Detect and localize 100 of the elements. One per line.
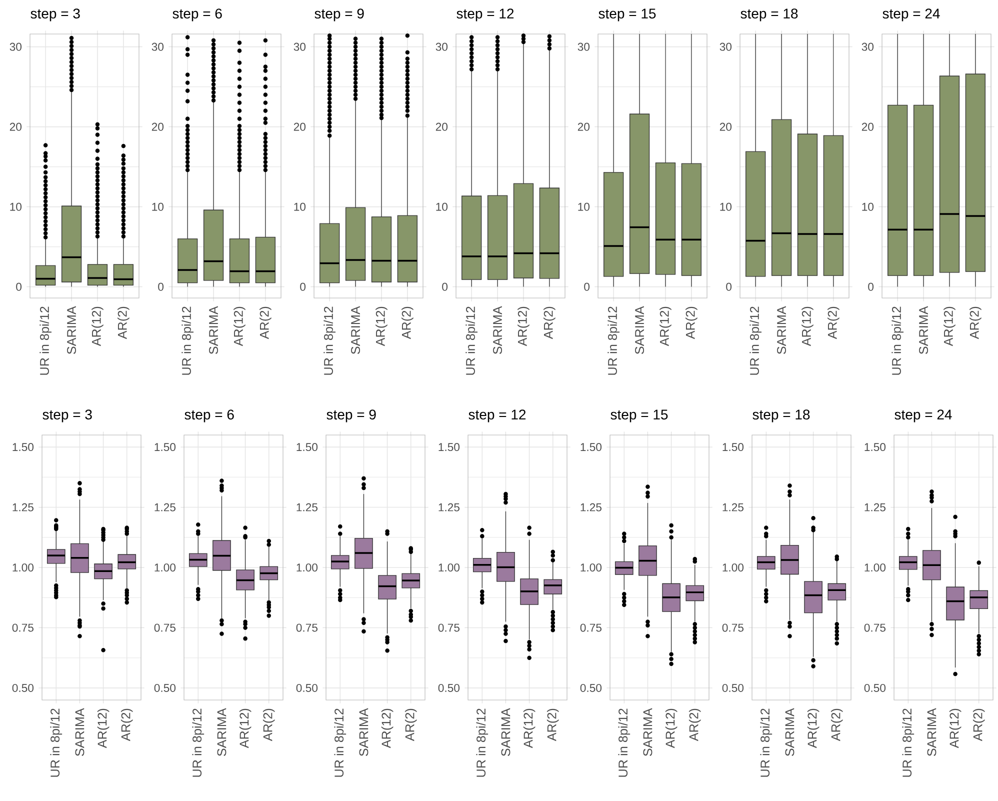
y-tick-label: 30 [436, 42, 448, 51]
chart-title: step = 15 [610, 410, 668, 422]
chart-title: step = 12 [456, 8, 514, 22]
y-tick-label: 1.00 [580, 564, 602, 572]
x-tick-label: SARIMA [67, 306, 76, 354]
y-tick-label: 0 [726, 282, 732, 291]
chart-title: step = 24 [882, 8, 940, 22]
y-tick-label: 20 [10, 122, 22, 131]
y-tick-label: 1.00 [12, 564, 34, 572]
x-tick-label: UR in 8pi/12 [40, 306, 52, 375]
y-tick-label: 0 [158, 282, 164, 291]
y-tick-label: 0.75 [722, 624, 744, 632]
y-tick-label: 1.25 [154, 503, 176, 512]
y-tick-label: 0 [16, 282, 22, 291]
y-tick-label: 20 [294, 122, 306, 131]
x-tick-label: AR(2) [546, 708, 559, 742]
y-tick-label: 0 [584, 282, 590, 291]
y-tick-label: 0.75 [864, 624, 886, 632]
y-tick-label: 10 [720, 202, 732, 211]
chart-title: step = 9 [314, 8, 364, 22]
y-tick-label: 30 [720, 42, 732, 51]
chart-title: step = 9 [326, 410, 376, 422]
x-tick-label: AR(2) [688, 708, 701, 742]
y-tick-label: 10 [862, 202, 874, 211]
y-tick-label: 1.50 [864, 443, 886, 452]
x-tick-label: AR(12) [665, 708, 678, 748]
x-tick-label: AR(12) [239, 708, 252, 748]
y-tick-label: 0.50 [580, 684, 602, 692]
y-tick-label: 0.50 [296, 684, 318, 692]
y-tick-label: 1.50 [12, 443, 34, 452]
x-tick-label: UR in 8pi/12 [902, 708, 914, 777]
y-tick-label: 1.25 [12, 503, 34, 512]
x-tick-label: SARIMA [351, 306, 360, 354]
x-tick-label: UR in 8pi/12 [892, 306, 904, 375]
y-tick-label: 1.25 [864, 503, 886, 512]
y-tick-label: 0.75 [296, 624, 318, 632]
x-tick-label: SARIMA [501, 708, 510, 756]
y-tick-label: 30 [578, 42, 590, 51]
x-tick-label: AR(2) [972, 708, 985, 742]
x-tick-label: SARIMA [777, 306, 786, 354]
x-tick-label: AR(2) [404, 708, 417, 742]
y-tick-label: 1.00 [864, 564, 886, 572]
y-tick-label: 1.50 [296, 443, 318, 452]
y-tick-label: 0.75 [580, 624, 602, 632]
y-tick-label: 20 [578, 122, 590, 131]
x-tick-label: AR(12) [97, 708, 110, 748]
x-tick-label: UR in 8pi/12 [608, 306, 620, 375]
y-tick-label: 20 [862, 122, 874, 131]
x-tick-label: AR(12) [523, 708, 536, 748]
x-tick-label: SARIMA [919, 306, 928, 354]
chart-title: step = 18 [740, 8, 798, 22]
x-tick-label: AR(12) [518, 306, 530, 346]
x-tick-label: AR(2) [686, 306, 698, 340]
x-tick-label: UR in 8pi/12 [192, 708, 204, 777]
x-tick-label: AR(2) [402, 306, 414, 340]
y-tick-label: 20 [720, 122, 732, 131]
y-tick-label: 1.00 [296, 564, 318, 572]
y-tick-label: 0.75 [154, 624, 176, 632]
y-tick-label: 0.50 [722, 684, 744, 692]
chart-title: step = 15 [598, 8, 656, 22]
x-tick-label: SARIMA [635, 306, 644, 354]
y-tick-label: 1.25 [722, 503, 744, 512]
y-tick-label: 0.75 [438, 624, 460, 632]
chart-title: step = 3 [30, 8, 80, 22]
y-tick-label: 10 [294, 202, 306, 211]
y-tick-label: 0 [868, 282, 874, 291]
y-tick-label: 1.50 [580, 443, 602, 452]
x-tick-label: UR in 8pi/12 [182, 306, 194, 375]
y-tick-label: 1.00 [722, 564, 744, 572]
y-tick-label: 10 [436, 202, 448, 211]
x-tick-label: AR(12) [92, 306, 104, 346]
x-tick-label: SARIMA [493, 306, 502, 354]
x-tick-label: AR(2) [120, 708, 133, 742]
y-tick-label: 0.75 [12, 624, 34, 632]
x-tick-label: UR in 8pi/12 [334, 708, 346, 777]
y-tick-label: 30 [152, 42, 164, 51]
x-tick-label: AR(12) [376, 306, 388, 346]
x-tick-label: AR(2) [260, 306, 272, 340]
x-tick-label: AR(12) [660, 306, 672, 346]
y-tick-label: 30 [294, 42, 306, 51]
x-tick-label: SARIMA [643, 708, 652, 756]
chart-title: step = 6 [184, 410, 234, 422]
x-tick-label: UR in 8pi/12 [324, 306, 336, 375]
x-tick-label: UR in 8pi/12 [618, 708, 630, 777]
x-tick-label: AR(2) [262, 708, 275, 742]
y-tick-label: 1.00 [154, 564, 176, 572]
y-tick-label: 1.25 [438, 503, 460, 512]
y-tick-label: 0.50 [12, 684, 34, 692]
y-tick-label: 1.25 [296, 503, 318, 512]
y-tick-label: 1.50 [154, 443, 176, 452]
x-tick-label: UR in 8pi/12 [760, 708, 772, 777]
x-tick-label: SARIMA [359, 708, 368, 756]
x-tick-label: AR(12) [234, 306, 246, 346]
x-tick-label: AR(12) [949, 708, 962, 748]
x-tick-label: UR in 8pi/12 [750, 306, 762, 375]
x-tick-label: AR(12) [381, 708, 394, 748]
x-tick-label: AR(2) [830, 708, 843, 742]
y-tick-label: 20 [436, 122, 448, 131]
x-tick-label: SARIMA [209, 306, 218, 354]
chart-title: step = 3 [42, 410, 92, 422]
